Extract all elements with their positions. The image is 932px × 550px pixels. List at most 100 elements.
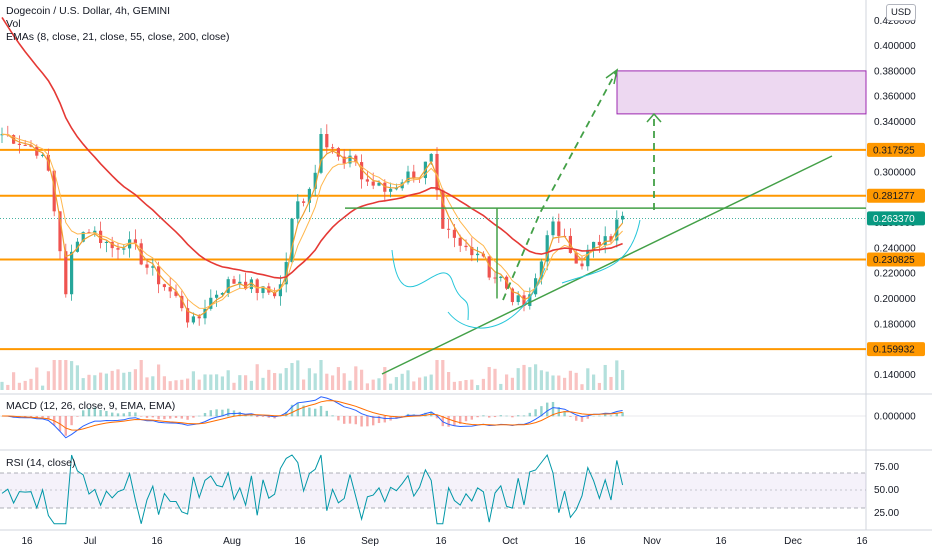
candle-body[interactable] <box>52 170 56 212</box>
candle-body[interactable] <box>232 279 236 284</box>
candle-body[interactable] <box>174 291 178 296</box>
candle-body[interactable] <box>621 215 625 220</box>
candle-body[interactable] <box>302 201 306 203</box>
analysis-drawings[interactable] <box>616 70 867 115</box>
candle-body[interactable] <box>429 153 433 162</box>
time-axis[interactable]: 16 Jul 16 Aug 16 Sep 16 Oct 16 Nov 16 Dec 16 <box>21 536 868 547</box>
candle-body[interactable] <box>331 147 335 149</box>
candle-body[interactable] <box>319 134 323 173</box>
candle-body[interactable] <box>215 294 219 298</box>
candle-body[interactable] <box>592 241 596 250</box>
candle-body[interactable] <box>290 218 294 263</box>
candle-body[interactable] <box>145 264 149 268</box>
candle-body[interactable] <box>499 276 503 278</box>
candle-body[interactable] <box>307 188 311 203</box>
handle-curve[interactable] <box>561 219 641 284</box>
candle-body[interactable] <box>464 245 468 248</box>
candle-body[interactable] <box>394 188 398 190</box>
candle-body[interactable] <box>278 284 282 297</box>
candle-body[interactable] <box>75 241 79 252</box>
candle-body[interactable] <box>64 251 68 295</box>
candle-body[interactable] <box>191 316 195 323</box>
candle-body[interactable] <box>435 153 439 191</box>
candle-body[interactable] <box>186 308 190 323</box>
candle-body[interactable] <box>209 297 213 309</box>
candle-body[interactable] <box>389 188 393 192</box>
candle-body[interactable] <box>452 229 456 238</box>
candle-body[interactable] <box>203 308 207 319</box>
candle-body[interactable] <box>17 143 21 145</box>
volume-legend[interactable]: Vol <box>6 18 21 30</box>
candle-body[interactable] <box>35 146 39 156</box>
candle-body[interactable] <box>510 288 514 303</box>
candle-body[interactable] <box>603 236 607 246</box>
candle-body[interactable] <box>261 286 265 293</box>
candle-body[interactable] <box>557 221 561 236</box>
target-zone[interactable] <box>616 70 867 115</box>
pattern-drawings[interactable] <box>0 68 866 375</box>
rsi-legend[interactable]: RSI (14, close) <box>6 457 76 469</box>
candle-body[interactable] <box>516 295 520 303</box>
candle-body[interactable] <box>539 261 543 279</box>
candle-body[interactable] <box>226 279 230 294</box>
macd-legend[interactable]: MACD (12, 26, close, 9, EMA, EMA) <box>6 400 176 412</box>
candle-body[interactable] <box>476 253 480 256</box>
candle-body[interactable] <box>93 230 97 233</box>
candle-body[interactable] <box>377 182 381 186</box>
candle-body[interactable] <box>249 279 253 290</box>
candle-body[interactable] <box>348 155 352 164</box>
candle-body[interactable] <box>551 221 555 236</box>
candle-body[interactable] <box>104 241 108 243</box>
candle-body[interactable] <box>58 211 62 252</box>
candle-body[interactable] <box>325 134 329 148</box>
candle-body[interactable] <box>168 287 172 292</box>
candle-body[interactable] <box>122 248 126 250</box>
candle-body[interactable] <box>70 251 74 295</box>
candle-body[interactable] <box>23 144 27 146</box>
symbol-title[interactable]: Dogecoin / U.S. Dollar, 4h, GEMINI <box>6 5 170 17</box>
candle-body[interactable] <box>470 247 474 256</box>
candle-body[interactable] <box>336 148 340 157</box>
candle-body[interactable] <box>87 232 91 234</box>
candle-body[interactable] <box>586 249 590 267</box>
candle-body[interactable] <box>220 293 224 295</box>
candle-body[interactable] <box>487 256 491 278</box>
candle-body[interactable] <box>133 239 137 244</box>
candle-body[interactable] <box>157 266 161 285</box>
candle-body[interactable] <box>447 228 451 230</box>
candle-body[interactable] <box>255 279 259 293</box>
candle-body[interactable] <box>412 171 416 178</box>
candle-body[interactable] <box>597 241 601 246</box>
candle-body[interactable] <box>81 232 85 242</box>
candle-body[interactable] <box>371 181 375 186</box>
candle-body[interactable] <box>481 253 485 257</box>
candle-body[interactable] <box>273 292 277 297</box>
candle-body[interactable] <box>354 155 358 163</box>
candle-body[interactable] <box>296 201 300 219</box>
candle-body[interactable] <box>180 295 184 309</box>
candle-body[interactable] <box>41 154 45 156</box>
candle-body[interactable] <box>238 281 242 284</box>
candle-body[interactable] <box>522 295 526 306</box>
candle-body[interactable] <box>574 252 578 264</box>
candle-body[interactable] <box>458 237 462 246</box>
candle-body[interactable] <box>244 281 248 290</box>
shoulder-curve[interactable] <box>391 249 469 321</box>
candle-body[interactable] <box>360 162 364 180</box>
cup-curve[interactable] <box>447 267 546 329</box>
candle-body[interactable] <box>162 284 166 288</box>
candle-body[interactable] <box>197 316 201 319</box>
candle-body[interactable] <box>110 241 114 249</box>
currency-badge[interactable]: USD <box>886 4 916 21</box>
candle-body[interactable] <box>580 263 584 267</box>
ema-legend[interactable]: EMAs (8, close, 21, close, 55, close, 20… <box>6 31 230 43</box>
candle-body[interactable] <box>545 235 549 262</box>
candle-body[interactable] <box>441 190 445 229</box>
candle-body[interactable] <box>493 277 497 279</box>
candle-body[interactable] <box>151 266 155 268</box>
candle-body[interactable] <box>406 171 410 183</box>
candle-body[interactable] <box>528 294 532 306</box>
candle-body[interactable] <box>342 156 346 164</box>
candle-body[interactable] <box>313 172 317 189</box>
